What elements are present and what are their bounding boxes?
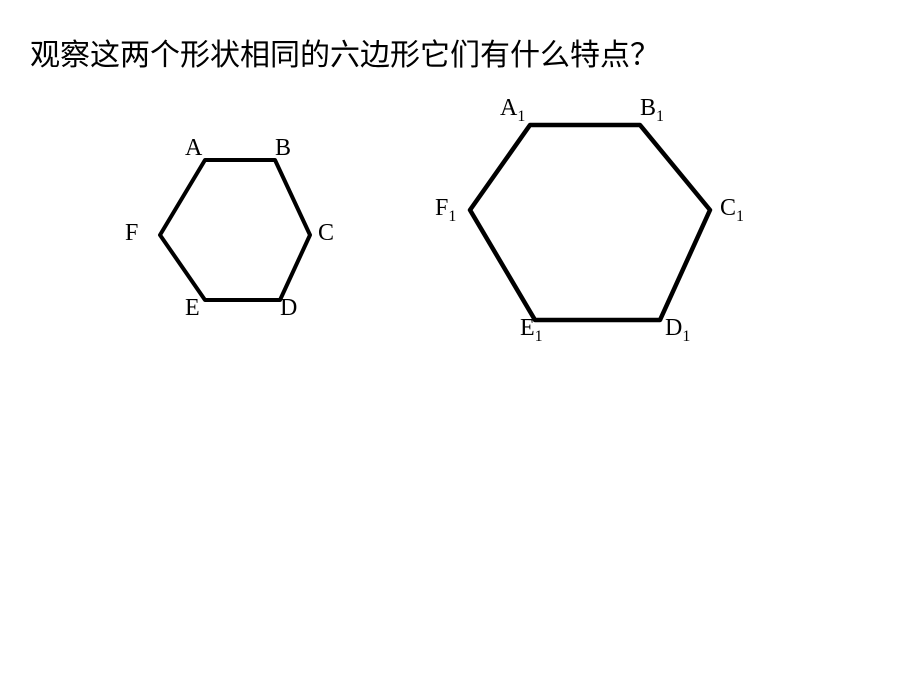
large-label-D1-base: D bbox=[665, 315, 682, 341]
large-label-C1-base: C bbox=[720, 195, 736, 221]
large-label-E1-sub: 1 bbox=[535, 328, 543, 345]
question-text: 观察这两个形状相同的六边形它们有什么特点？ bbox=[30, 30, 660, 74]
large-label-B1: B1 bbox=[640, 95, 664, 126]
small-label-E: E bbox=[185, 295, 200, 322]
small-label-F: F bbox=[125, 220, 138, 247]
large-label-D1-sub: 1 bbox=[682, 328, 690, 345]
large-hexagon bbox=[450, 100, 740, 380]
large-label-C1-sub: 1 bbox=[736, 208, 744, 225]
large-label-E1: E1 bbox=[520, 315, 543, 346]
large-label-C1: C1 bbox=[720, 195, 744, 226]
small-label-A: A bbox=[185, 135, 202, 162]
small-hexagon-polygon bbox=[160, 160, 310, 300]
small-hexagon bbox=[140, 140, 340, 350]
large-label-F1: F1 bbox=[435, 195, 456, 226]
large-label-F1-sub: 1 bbox=[448, 208, 456, 225]
small-label-C: C bbox=[318, 220, 334, 247]
diagram-container: A B C D E F A1 B1 C1 D1 E1 F1 bbox=[0, 90, 920, 490]
large-label-A1: A1 bbox=[500, 95, 525, 126]
small-label-D: D bbox=[280, 295, 297, 322]
large-label-A1-base: A bbox=[500, 95, 517, 121]
small-label-B: B bbox=[275, 135, 291, 162]
large-label-A1-sub: 1 bbox=[517, 108, 525, 125]
large-label-B1-sub: 1 bbox=[656, 108, 664, 125]
large-label-F1-base: F bbox=[435, 195, 448, 221]
large-label-B1-base: B bbox=[640, 95, 656, 121]
large-label-E1-base: E bbox=[520, 315, 535, 341]
large-label-D1: D1 bbox=[665, 315, 690, 346]
large-hexagon-polygon bbox=[470, 125, 710, 320]
